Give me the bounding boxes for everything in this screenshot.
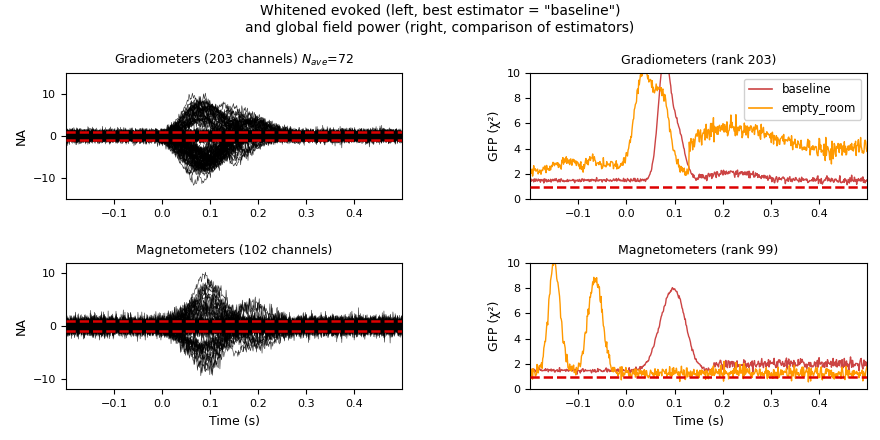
Title: Magnetometers (rank 99): Magnetometers (rank 99) bbox=[619, 244, 779, 257]
Text: Whitened evoked (left, best estimator = "baseline")
and global field power (righ: Whitened evoked (left, best estimator = … bbox=[246, 4, 634, 35]
Y-axis label: NA: NA bbox=[14, 127, 27, 145]
Title: Magnetometers (102 channels): Magnetometers (102 channels) bbox=[136, 244, 333, 257]
Title: Gradiometers (203 channels) $N_{ave}$=72: Gradiometers (203 channels) $N_{ave}$=72 bbox=[114, 52, 354, 68]
X-axis label: Time (s): Time (s) bbox=[209, 414, 260, 428]
Title: Gradiometers (rank 203): Gradiometers (rank 203) bbox=[621, 54, 776, 67]
Y-axis label: NA: NA bbox=[14, 317, 27, 335]
Y-axis label: GFP (χ²): GFP (χ²) bbox=[488, 111, 501, 161]
X-axis label: Time (s): Time (s) bbox=[673, 414, 724, 428]
Y-axis label: GFP (χ²): GFP (χ²) bbox=[488, 301, 501, 351]
Legend: baseline, empty_room: baseline, empty_room bbox=[744, 78, 861, 120]
